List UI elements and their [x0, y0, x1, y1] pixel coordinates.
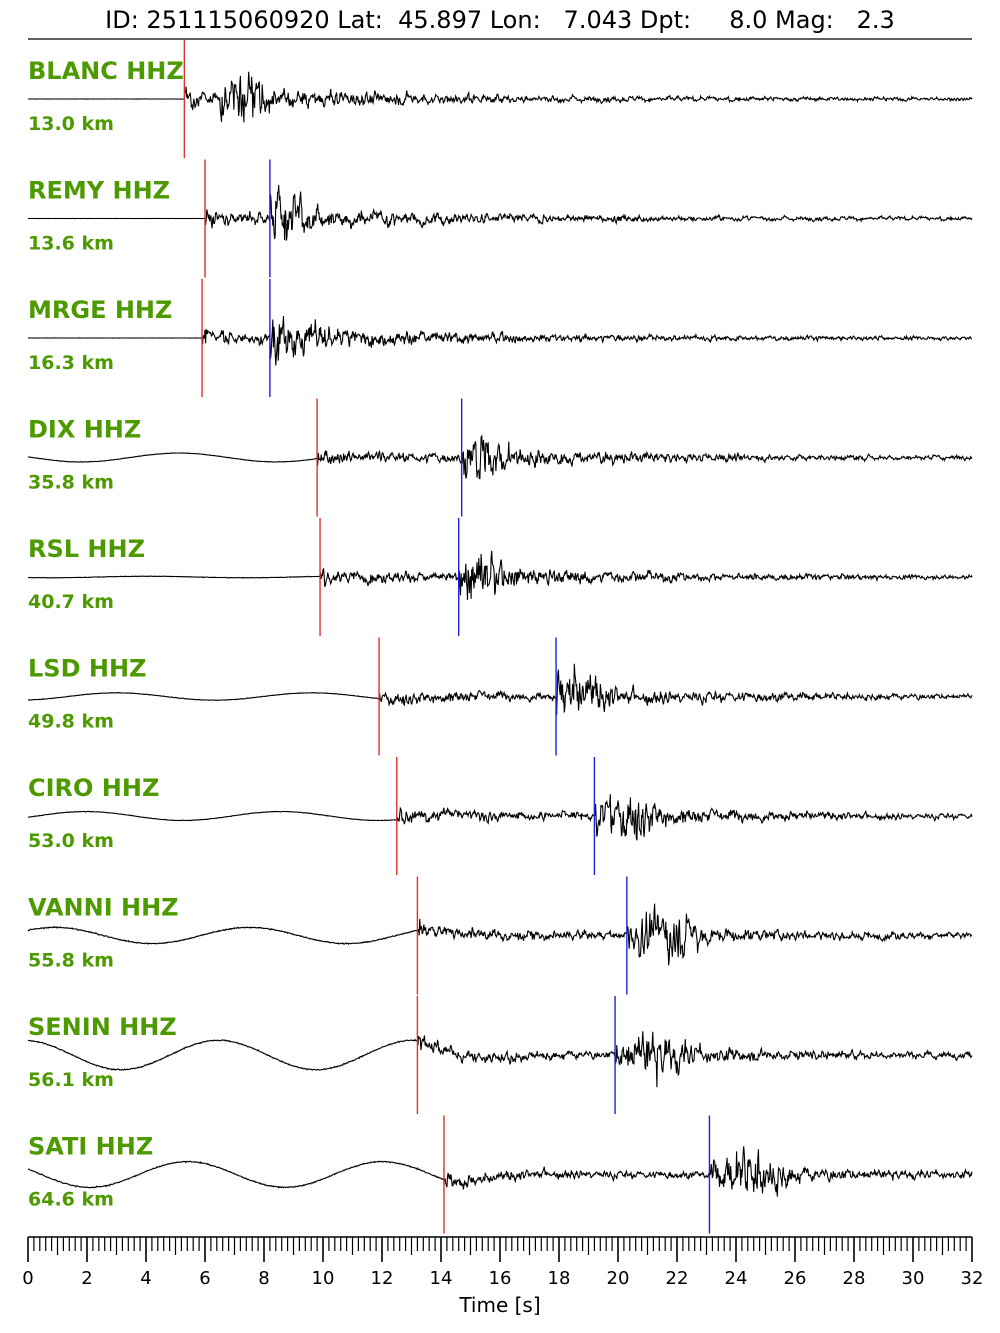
- distance-label: 16.3 km: [28, 352, 114, 374]
- station-label: BLANC HHZ: [28, 57, 184, 85]
- x-tick-label: 28: [843, 1268, 866, 1289]
- distance-label: 35.8 km: [28, 472, 114, 494]
- x-tick-label: 30: [902, 1268, 925, 1289]
- trace-dix-hhz: [27, 434, 973, 480]
- x-tick-label: 10: [312, 1268, 335, 1289]
- station-label: RSL HHZ: [28, 535, 145, 563]
- trace-vanni-hhz: [27, 903, 973, 966]
- x-tick-label: 26: [784, 1268, 807, 1289]
- station-label: LSD HHZ: [28, 655, 146, 683]
- x-axis-label: Time [s]: [458, 1293, 540, 1317]
- page-title: ID: 251115060920 Lat: 45.897 Lon: 7.043 …: [105, 6, 895, 34]
- x-tick-label: 6: [199, 1268, 210, 1289]
- trace-remy-hhz: [27, 184, 973, 241]
- distance-label: 49.8 km: [28, 711, 114, 733]
- distance-label: 56.1 km: [28, 1069, 114, 1091]
- x-tick-label: 2: [81, 1268, 92, 1289]
- x-tick-label: 8: [258, 1268, 269, 1289]
- station-label: CIRO HHZ: [28, 774, 159, 802]
- time-axis: 0 2 4 6 8 10 12 14 16 18 20 22 24 26 28 30 32: [22, 1236, 984, 1289]
- picks-layer: [183, 40, 711, 1234]
- x-tick-label: 18: [548, 1268, 571, 1289]
- station-label: SATI HHZ: [28, 1133, 153, 1161]
- trace-blanc-hhz: [28, 71, 973, 123]
- x-tick-label: 12: [371, 1268, 394, 1289]
- station-label: DIX HHZ: [28, 416, 141, 444]
- trace-lsd-hhz: [27, 663, 973, 716]
- labels-layer: BLANC HHZ 13.0 km REMY HHZ 13.6 km MRGE HHZ 1…: [28, 57, 184, 1211]
- x-tick-label: 14: [430, 1268, 453, 1289]
- distance-label: 40.7 km: [28, 591, 114, 613]
- x-tick-label: 4: [140, 1268, 151, 1289]
- station-label: MRGE HHZ: [28, 296, 172, 324]
- distance-label: 13.6 km: [28, 233, 114, 255]
- station-label: REMY HHZ: [28, 177, 170, 205]
- x-tick-label: 20: [607, 1268, 630, 1289]
- distance-label: 53.0 km: [28, 830, 114, 852]
- trace-ciro-hhz: [27, 794, 973, 841]
- traces-layer: [27, 71, 973, 1197]
- x-tick-label: 32: [961, 1268, 984, 1289]
- distance-label: 13.0 km: [28, 113, 114, 135]
- station-label: VANNI HHZ: [28, 894, 179, 922]
- trace-sati-hhz: [27, 1146, 973, 1197]
- x-tick-label: 24: [725, 1268, 748, 1289]
- trace-senin-hhz: [27, 1031, 973, 1088]
- distance-label: 55.8 km: [28, 950, 114, 972]
- trace-rsl-hhz: [27, 550, 973, 600]
- trace-mrge-hhz: [27, 316, 973, 366]
- x-tick-label: 22: [666, 1268, 689, 1289]
- x-tick-label: 16: [489, 1268, 512, 1289]
- station-label: SENIN HHZ: [28, 1013, 177, 1041]
- x-tick-label: 0: [22, 1268, 33, 1289]
- distance-label: 64.6 km: [28, 1189, 114, 1211]
